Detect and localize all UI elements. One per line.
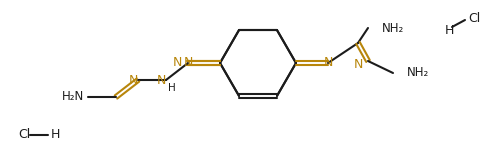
Text: N: N — [156, 73, 166, 86]
Text: Cl: Cl — [468, 11, 480, 24]
Text: N: N — [183, 57, 193, 69]
Text: H: H — [50, 128, 60, 142]
Text: H: H — [444, 24, 454, 36]
Text: H₂N: H₂N — [62, 91, 84, 104]
Text: N: N — [129, 73, 138, 86]
Text: H: H — [168, 83, 176, 93]
Text: N: N — [173, 55, 182, 69]
Text: N: N — [323, 57, 332, 69]
Text: NH₂: NH₂ — [407, 66, 429, 80]
Text: NH₂: NH₂ — [382, 22, 404, 35]
Text: Cl: Cl — [18, 128, 30, 142]
Text: N: N — [354, 58, 363, 71]
